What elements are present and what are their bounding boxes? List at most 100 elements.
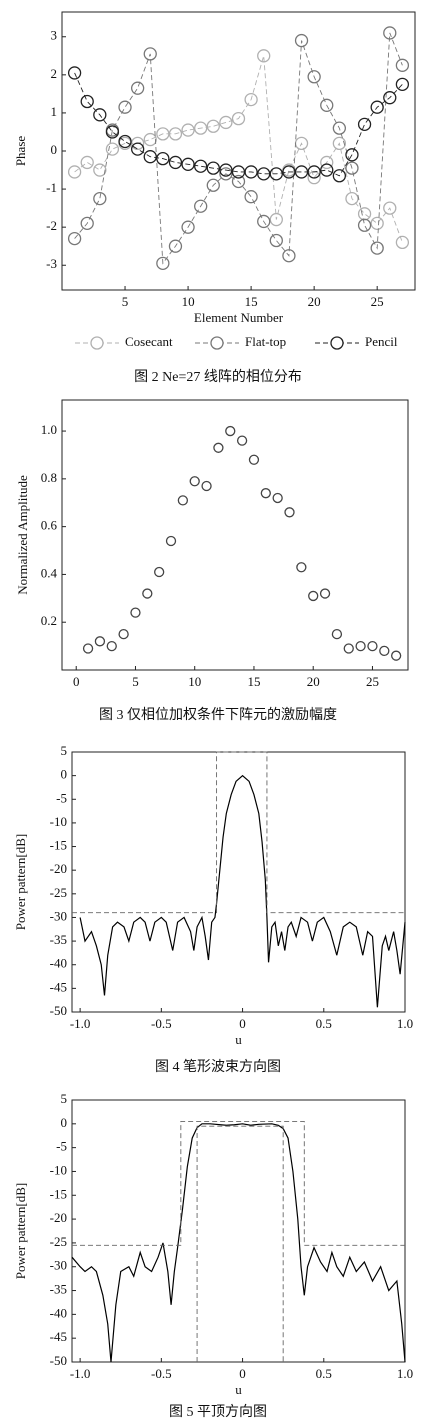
y-axis-label: Phase — [13, 136, 28, 167]
data-point — [181, 157, 195, 171]
y-tick-label: -40 — [50, 956, 67, 971]
data-point — [391, 650, 402, 661]
data-point — [165, 535, 177, 547]
data-point — [319, 588, 331, 599]
x-tick-label: 0.5 — [316, 1016, 332, 1031]
y-tick-label: 1 — [51, 104, 58, 119]
x-tick-label: 1.0 — [397, 1016, 413, 1031]
data-point — [370, 100, 384, 114]
y-tick-label: -25 — [50, 1234, 67, 1249]
series-line — [74, 72, 403, 177]
caption: 图 3 仅相位加权条件下阵元的激励幅度 — [99, 706, 337, 723]
y-tick-label: -50 — [50, 1353, 67, 1368]
x-tick-label: 0 — [239, 1366, 246, 1381]
y-tick-label: -50 — [50, 1003, 67, 1018]
data-point — [177, 495, 189, 506]
data-point — [345, 148, 359, 162]
data-point — [395, 235, 410, 250]
series-line — [71, 1123, 406, 1363]
data-point — [345, 161, 359, 175]
y-tick-label: -3 — [46, 256, 57, 271]
data-point — [244, 165, 258, 179]
data-point — [370, 241, 384, 255]
y-tick-label: 5 — [61, 1091, 68, 1106]
data-point — [231, 174, 246, 189]
data-point — [181, 220, 195, 234]
data-point — [269, 233, 283, 248]
y-tick-label: 0 — [61, 767, 68, 782]
caption: 图 5 平顶方向图 — [169, 1404, 267, 1420]
data-point — [201, 480, 212, 492]
series-line — [79, 774, 406, 1008]
y-tick-label: 0 — [51, 142, 58, 157]
data-point — [383, 91, 397, 105]
data-point — [248, 454, 260, 465]
data-point — [143, 132, 157, 147]
data-point — [284, 507, 295, 518]
x-tick-label: 25 — [366, 674, 379, 689]
data-point — [307, 165, 321, 179]
data-point — [383, 26, 397, 40]
x-tick-label: -1.0 — [70, 1366, 91, 1381]
data-point — [80, 216, 94, 231]
chart: 0.2 0.4 0.6 0.8 1.0 0 5 10 15 20 25 Normalized Ampl… — [15, 399, 409, 723]
data-point — [189, 476, 200, 487]
data-point — [383, 201, 397, 215]
data-point — [130, 142, 145, 156]
data-point — [332, 169, 347, 183]
plot-frame — [61, 399, 409, 671]
y-tick-label: -10 — [50, 1162, 67, 1177]
data-point — [213, 442, 224, 453]
legend-marker — [210, 336, 224, 350]
data-point — [244, 190, 258, 204]
data-point — [332, 121, 347, 135]
data-point — [67, 165, 82, 179]
caption: 图 2 Ne=27 线阵的相位分布 — [134, 369, 302, 385]
y-tick-label: -30 — [50, 1258, 67, 1273]
data-point — [194, 159, 208, 173]
data-point — [379, 645, 390, 657]
data-point — [118, 629, 129, 640]
y-tick-label: 0.6 — [41, 518, 58, 533]
data-point — [142, 588, 153, 599]
data-point — [118, 100, 132, 114]
y-tick-label: -20 — [50, 861, 67, 876]
data-point — [105, 125, 120, 139]
data-point — [269, 212, 283, 227]
x-tick-label: 0 — [239, 1016, 246, 1031]
y-tick-label: -2 — [46, 218, 57, 233]
y-axis-label: Power pattern[dB] — [13, 834, 28, 930]
data-point — [320, 155, 334, 170]
data-point — [357, 218, 372, 232]
data-point — [370, 216, 384, 231]
data-point — [93, 163, 107, 177]
legend-label: Cosecant — [125, 334, 173, 349]
y-tick-label: 5 — [61, 743, 68, 758]
chart: -3 -2 -1 0 1 2 3 5 10 15 20 25 Element Number Phase 图 … — [13, 11, 416, 385]
data-point — [143, 47, 157, 61]
data-point — [367, 640, 378, 652]
data-point — [355, 640, 366, 652]
y-tick-label: -30 — [50, 908, 67, 923]
x-tick-label: 15 — [247, 674, 260, 689]
x-tick-label: 15 — [245, 294, 258, 309]
plot-frame — [71, 751, 406, 1013]
y-tick-label: -35 — [50, 932, 67, 947]
data-point — [257, 49, 271, 63]
data-point — [225, 425, 236, 437]
data-point — [244, 92, 258, 107]
x-axis-label: u — [235, 1382, 242, 1397]
data-point — [269, 167, 283, 181]
data-point — [282, 249, 296, 263]
x-tick-label: 1.0 — [397, 1366, 413, 1381]
x-axis-label: Element Number — [194, 310, 284, 325]
data-point — [395, 77, 410, 92]
data-point — [296, 562, 307, 573]
data-point — [80, 155, 94, 170]
data-point — [206, 119, 220, 133]
data-point — [320, 163, 334, 177]
y-tick-label: 0.4 — [41, 565, 58, 580]
y-axis-label: Normalized Amplitude — [15, 475, 30, 595]
chart: 5 0 -5 -10 -15 -20 -25 -30 -35 -40 -45 -50-1.0 -0.5 0… — [13, 743, 413, 1075]
